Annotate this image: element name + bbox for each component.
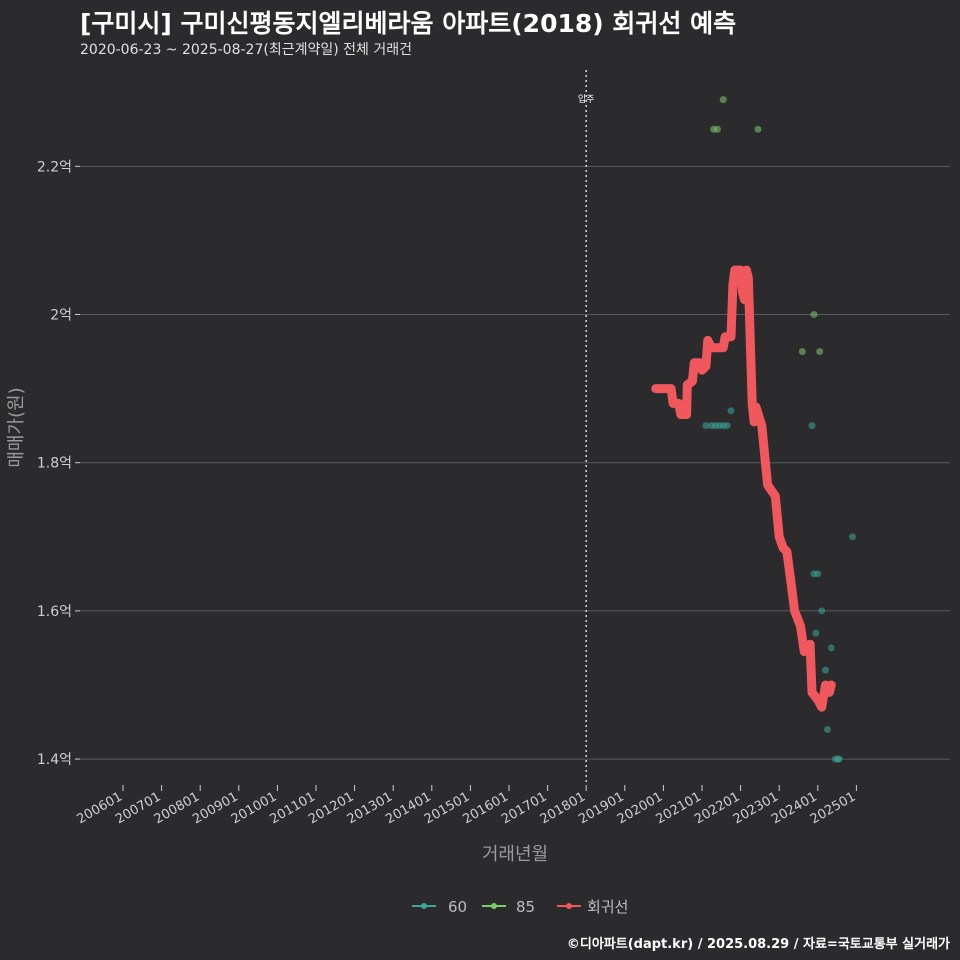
scatter-point-60 [702,422,710,430]
scatter-point-60 [808,422,816,430]
scatter-point-60 [849,533,857,541]
x-axis-title: 거래년월 [482,844,548,865]
scatter-point-60 [818,607,826,615]
scatter-point-60 [822,666,830,674]
y-tick-label: 1.4억 [37,752,72,768]
y-axis-title: 매매가(원) [6,387,27,467]
annotation-layer: 입주 [578,70,595,785]
legend-label: 85 [516,898,535,916]
source-credit: ©디아파트(dapt.kr) / 2025.08.29 / 자료=국토교통부 실… [566,937,950,952]
scatter-point-85 [754,125,762,133]
y-tick-label: 1.6억 [37,604,72,620]
regression-line [651,265,836,712]
scatter-point-60 [827,644,835,652]
move-in-marker-label: 입주 [578,93,595,105]
y-tick-label: 2억 [50,308,72,324]
x-axis: 2006012007012008012009012010012011012012… [75,785,858,827]
legend-swatch-dot [566,903,572,909]
chart-subtitle: 2020-06-23 ~ 2025-08-27(최근계약일) 전체 거래건 [80,42,412,58]
scatter-point-60 [727,407,735,415]
y-tick-label: 1.8억 [37,456,72,472]
legend-swatch-dot [421,903,427,909]
legend-swatch-dot [491,903,497,909]
scatter-point-60 [723,422,731,430]
scatter-point-60 [814,570,822,578]
scatter-point-85 [798,348,806,356]
scatter-point-85 [719,96,727,104]
legend-label: 회귀선 [587,898,628,916]
scatter-point-60 [835,755,843,763]
scatter-point-60 [823,725,831,733]
scatter-point-85 [713,125,721,133]
scatter-point-85 [810,311,818,319]
y-axis: 1.4억 1.6억 1.8억 2억 2.2억 [37,159,80,768]
legend: 60 85 회귀선 [412,898,628,916]
regression-line-layer [651,265,836,712]
chart-title: [구미시] 구미신평동지엘리베라움 아파트(2018) 회귀선 예측 [80,9,737,38]
scatter-point-60 [812,629,820,637]
legend-label: 60 [448,898,467,916]
scatter-points-layer [702,96,857,763]
y-tick-label: 2.2억 [37,159,72,175]
grid-layer [80,165,950,760]
scatter-point-85 [816,348,824,356]
